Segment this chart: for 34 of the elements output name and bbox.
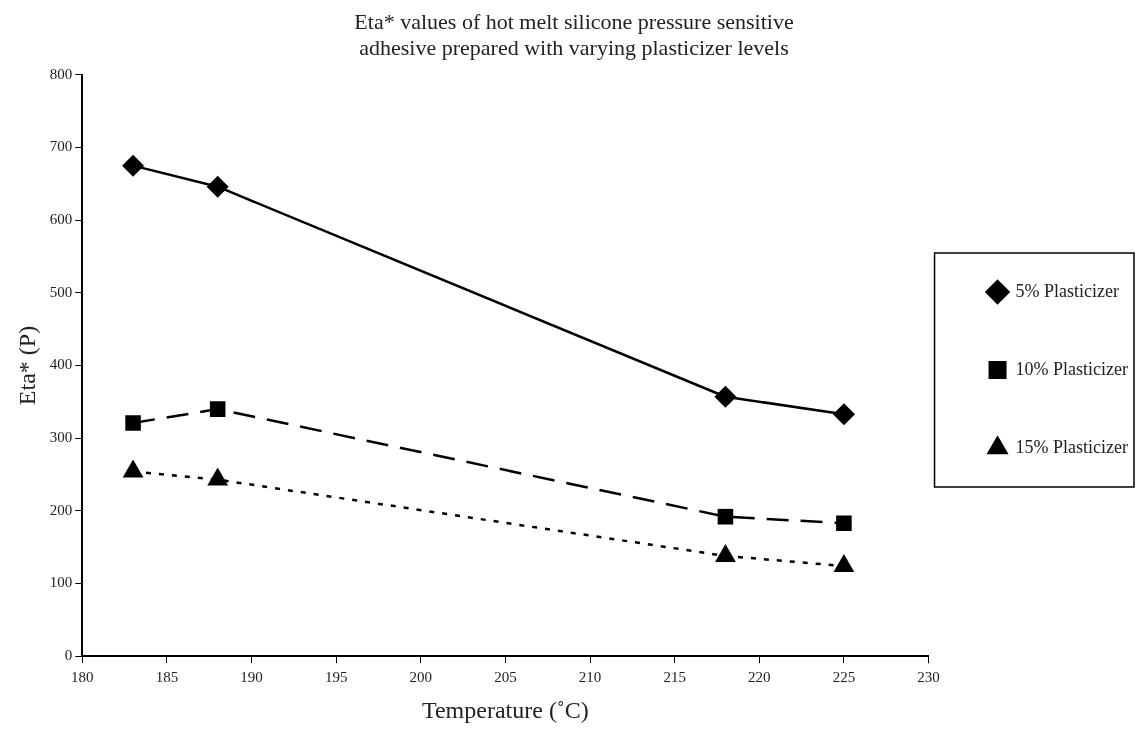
point xyxy=(717,508,734,525)
x-tick-label: 230 xyxy=(917,669,940,686)
x-tick-label: 215 xyxy=(663,669,686,686)
x-tick-label: 205 xyxy=(494,669,517,686)
x-tick-label: 195 xyxy=(324,669,348,686)
point xyxy=(122,154,145,177)
point xyxy=(125,415,141,431)
y-tick-label: 800 xyxy=(49,65,73,82)
x-axis-title: Temperature (˚C) xyxy=(421,696,589,723)
x-tick-label: 190 xyxy=(240,669,263,686)
legend-label: 10% Plasticizer xyxy=(1015,358,1129,379)
x-tick-label: 210 xyxy=(578,669,602,686)
y-tick-label: 300 xyxy=(49,429,73,446)
y-tick-label: 0 xyxy=(64,647,73,664)
y-axis-title: Eta* (P) xyxy=(13,325,40,406)
point xyxy=(836,515,852,531)
point xyxy=(206,175,229,198)
chart-title: Eta* values of hot melt silicone pressure sensitive adhesive prepared with varying plasticizer levels xyxy=(354,8,794,61)
y-tick-label: 100 xyxy=(49,574,73,591)
point xyxy=(714,385,737,408)
y-tick-label: 500 xyxy=(49,283,73,300)
x-tick-label: 225 xyxy=(832,669,856,686)
y-tick-label: 600 xyxy=(49,211,73,228)
x-tick-label: 220 xyxy=(748,669,771,686)
x-tick-label: 180 xyxy=(71,669,94,686)
x-tick-label: 200 xyxy=(409,669,433,686)
legend-label: 5% Plasticizer xyxy=(1015,280,1120,301)
y-tick-label: 400 xyxy=(49,356,73,373)
point xyxy=(832,403,855,426)
x-tick-label: 185 xyxy=(155,669,179,686)
point xyxy=(209,401,226,417)
legend-label: 15% Plasticizer xyxy=(1015,436,1129,457)
y-tick-label: 200 xyxy=(49,501,73,518)
y-tick-label: 700 xyxy=(49,138,73,155)
